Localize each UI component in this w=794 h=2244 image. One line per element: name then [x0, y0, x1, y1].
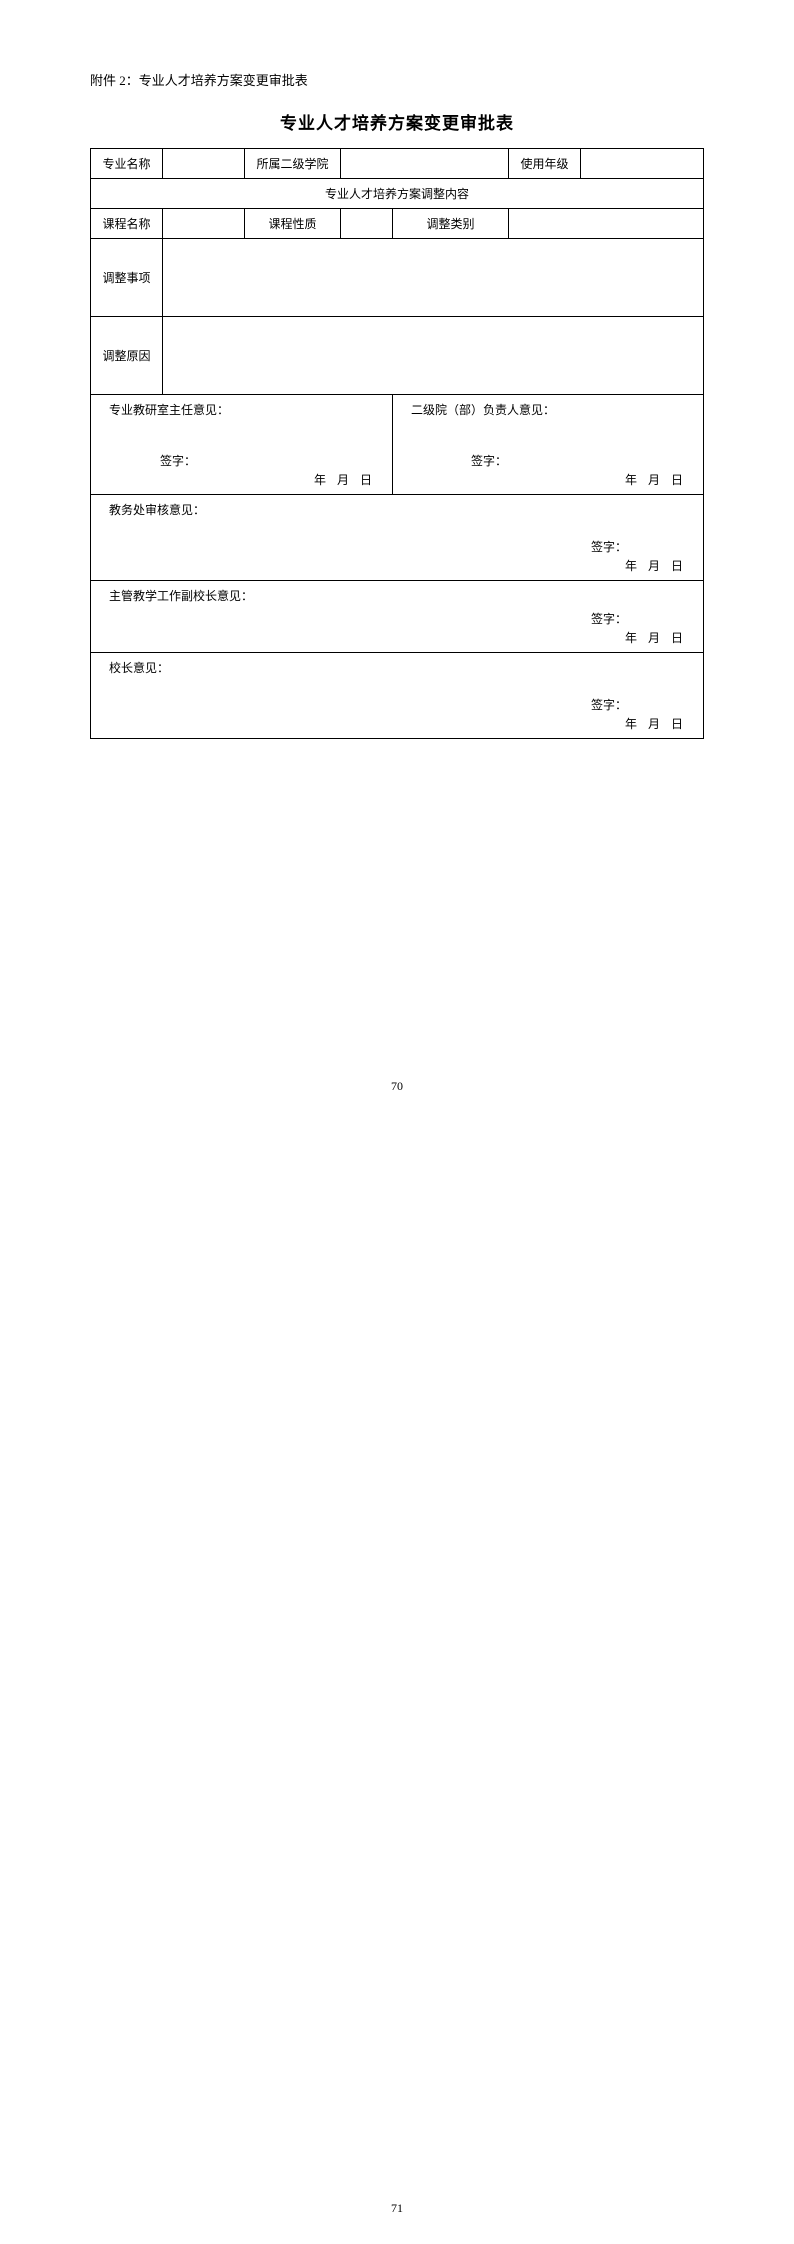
opinion-academic-office: 教务处审核意见： 签字： 年 月 日 [91, 495, 704, 581]
opinion-dept-head: 专业教研室主任意见： 签字： 年 月 日 [91, 395, 393, 495]
sign-label: 签字： [431, 538, 691, 557]
field-grade [581, 149, 704, 179]
label-course-name: 课程名称 [91, 209, 163, 239]
row-adjust-reason: 调整原因 [91, 317, 704, 395]
label-grade: 使用年级 [509, 149, 581, 179]
sign-label: 签字： [431, 696, 691, 715]
opinion-president-sig: 签字： 年 月 日 [431, 696, 691, 734]
opinion-president: 校长意见： 签字： 年 月 日 [91, 653, 704, 739]
opinion-academic-office-label: 教务处审核意见： [109, 501, 693, 518]
page-number-2: 71 [0, 2201, 794, 2216]
row-basic-info: 专业名称 所属二级学院 使用年级 [91, 149, 704, 179]
sign-label: 签字： [120, 452, 380, 471]
date-label: 年 月 日 [120, 471, 380, 490]
field-adjust-reason [163, 317, 704, 395]
label-adjust-type: 调整类别 [393, 209, 509, 239]
opinion-college-head-sig: 签字： 年 月 日 [431, 452, 691, 490]
section-header: 专业人才培养方案调整内容 [91, 179, 704, 209]
date-label: 年 月 日 [431, 471, 691, 490]
row-opinion-president: 校长意见： 签字： 年 月 日 [91, 653, 704, 739]
row-opinion-academic: 教务处审核意见： 签字： 年 月 日 [91, 495, 704, 581]
date-label: 年 月 日 [431, 629, 691, 648]
opinion-dept-head-label: 专业教研室主任意见： [109, 401, 382, 418]
label-adjust-item: 调整事项 [91, 239, 163, 317]
label-course-nature: 课程性质 [245, 209, 341, 239]
attachment-header: 附件 2：专业人才培养方案变更审批表 [90, 70, 704, 89]
opinion-academic-office-sig: 签字： 年 月 日 [431, 538, 691, 576]
field-adjust-item [163, 239, 704, 317]
row-adjust-item: 调整事项 [91, 239, 704, 317]
sign-label: 签字： [431, 610, 691, 629]
opinion-dept-head-sig: 签字： 年 月 日 [120, 452, 380, 490]
opinion-president-label: 校长意见： [109, 659, 693, 676]
opinion-college-head-label: 二级院（部）负责人意见： [411, 401, 693, 418]
form-table: 专业名称 所属二级学院 使用年级 专业人才培养方案调整内容 课程名称 课程性质 … [90, 148, 704, 739]
label-major-name: 专业名称 [91, 149, 163, 179]
field-major-name [163, 149, 245, 179]
row-opinion-vp: 主管教学工作副校长意见： 签字： 年 月 日 [91, 581, 704, 653]
page-2: 71 [0, 1122, 794, 2244]
field-college [341, 149, 509, 179]
page-1: 附件 2：专业人才培养方案变更审批表 专业人才培养方案变更审批表 专业名称 所属… [0, 0, 794, 1122]
row-opinions-split: 专业教研室主任意见： 签字： 年 月 日 二级院（部）负责人意见： 签字： 年 … [91, 395, 704, 495]
date-label: 年 月 日 [431, 715, 691, 734]
date-label: 年 月 日 [431, 557, 691, 576]
row-section-header: 专业人才培养方案调整内容 [91, 179, 704, 209]
row-course-info: 课程名称 课程性质 调整类别 [91, 209, 704, 239]
field-course-name [163, 209, 245, 239]
opinion-vice-president-label: 主管教学工作副校长意见： [109, 587, 693, 604]
opinion-college-head: 二级院（部）负责人意见： 签字： 年 月 日 [393, 395, 704, 495]
form-title: 专业人才培养方案变更审批表 [90, 109, 704, 134]
opinion-vice-president-sig: 签字： 年 月 日 [431, 610, 691, 648]
page-number-1: 70 [0, 1079, 794, 1094]
field-adjust-type [509, 209, 704, 239]
opinion-vice-president: 主管教学工作副校长意见： 签字： 年 月 日 [91, 581, 704, 653]
label-college: 所属二级学院 [245, 149, 341, 179]
sign-label: 签字： [431, 452, 691, 471]
label-adjust-reason: 调整原因 [91, 317, 163, 395]
field-course-nature [341, 209, 393, 239]
